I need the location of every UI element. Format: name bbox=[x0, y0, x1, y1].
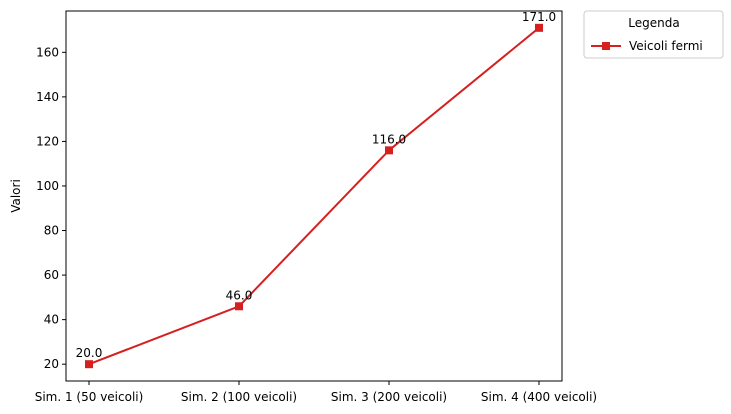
data-label: 20.0 bbox=[76, 346, 103, 360]
y-tick-label: 40 bbox=[44, 313, 59, 327]
data-label: 46.0 bbox=[226, 288, 253, 302]
data-point bbox=[535, 23, 543, 32]
y-tick-label: 20 bbox=[44, 357, 59, 371]
y-tick-label: 160 bbox=[36, 45, 59, 59]
x-tick-label: Sim. 1 (50 veicoli) bbox=[35, 390, 144, 404]
y-tick-label: 140 bbox=[36, 90, 59, 104]
x-axis: Sim. 1 (50 veicoli) Sim. 2 (100 veicoli) S… bbox=[35, 381, 597, 404]
y-tick-label: 100 bbox=[36, 179, 59, 193]
legend-title: Legenda bbox=[628, 16, 679, 30]
data-label: 171.0 bbox=[522, 10, 556, 24]
y-tick-label: 60 bbox=[44, 268, 59, 282]
x-tick-label: Sim. 2 (100 veicoli) bbox=[181, 390, 297, 404]
x-tick-label: Sim. 3 (200 veicoli) bbox=[331, 390, 447, 404]
data-point bbox=[385, 146, 393, 155]
legend-marker-swatch bbox=[602, 42, 610, 50]
legend-series-label: Veicoli fermi bbox=[629, 39, 703, 53]
plot-frame bbox=[65, 10, 563, 382]
plot-area: 20.0 46.0 116.0 171.0 bbox=[76, 10, 556, 369]
data-point bbox=[235, 302, 243, 311]
y-axis-title: Valori bbox=[9, 179, 23, 213]
legend: Legenda Veicoli fermi bbox=[583, 10, 724, 59]
y-tick-label: 80 bbox=[44, 224, 59, 238]
y-axis: 20 40 60 80 100 120 140 160 bbox=[36, 45, 66, 371]
y-tick-label: 120 bbox=[36, 134, 59, 148]
x-tick-label: Sim. 4 (400 veicoli) bbox=[481, 390, 597, 404]
data-point bbox=[85, 360, 93, 369]
series-line bbox=[88, 27, 540, 366]
data-label: 116.0 bbox=[372, 132, 406, 146]
